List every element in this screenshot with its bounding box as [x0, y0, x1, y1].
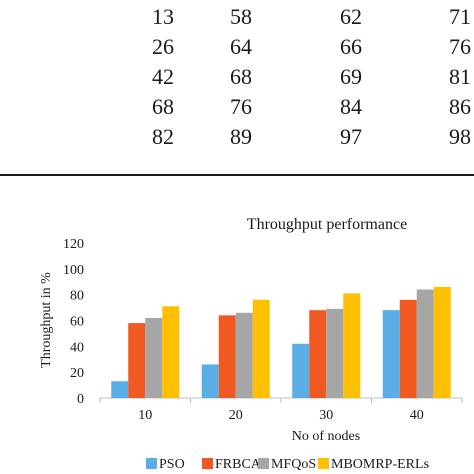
x-tick-labels: 10 20 30 40	[138, 408, 424, 423]
x-tick-label: 40	[410, 408, 424, 423]
table-row: 42 68 69 81	[0, 59, 474, 95]
data-table: 13 58 62 71 26 64 66 76 42 68 69 81 68 7…	[0, 0, 474, 176]
table-row: 68 76 84 86	[0, 89, 474, 125]
bar-frbca	[128, 323, 146, 398]
bar-mbomrp-erls	[162, 306, 180, 398]
table-cell: 86	[449, 94, 471, 119]
table-cell: 76	[449, 34, 471, 59]
legend-swatch	[146, 458, 157, 469]
legend-label: PSO	[159, 457, 185, 472]
table-cell: 81	[449, 64, 471, 89]
table-cell: 26	[152, 34, 174, 59]
legend-swatch	[318, 458, 329, 469]
bar-mfqos	[145, 317, 163, 398]
bar-mfqos	[326, 308, 344, 398]
x-tick-marks	[99, 398, 463, 403]
y-tick-labels: 0 20 40 60 80 100 120	[63, 237, 84, 407]
table-cell: 66	[340, 34, 362, 59]
bar-pso	[382, 310, 400, 398]
legend-swatch	[202, 458, 213, 469]
y-tick-label: 20	[70, 366, 84, 381]
x-axis-label: No of nodes	[292, 429, 360, 444]
table-cell: 58	[230, 4, 252, 29]
table-cell: 68	[230, 64, 252, 89]
y-tick-label: 60	[70, 315, 84, 330]
table-cell: 13	[152, 4, 174, 29]
table-cell: 76	[230, 94, 252, 119]
table-row: 82 89 97 98	[0, 119, 474, 155]
bar-frbca	[309, 310, 327, 398]
table-cell: 68	[152, 94, 174, 119]
table-cell: 71	[449, 4, 471, 29]
y-tick-label: 120	[63, 237, 84, 252]
table-cell: 84	[340, 94, 362, 119]
x-tick-label: 30	[319, 408, 333, 423]
bar-mbomrp-erls	[343, 293, 361, 398]
legend-swatch	[258, 458, 269, 469]
table-cell: 89	[230, 124, 252, 149]
y-tick-label: 0	[77, 392, 84, 407]
legend: PSO FRBCA MFQoS MBOMRP-ERLs	[146, 457, 429, 472]
table-cell: 42	[152, 64, 174, 89]
table-cell: 97	[340, 124, 362, 149]
bar-mfqos	[416, 289, 434, 398]
bar-frbca	[218, 315, 236, 398]
bar-frbca	[399, 299, 417, 398]
legend-label: MBOMRP-ERLs	[331, 457, 429, 472]
bar-pso	[111, 381, 129, 398]
y-tick-label: 100	[63, 263, 84, 278]
bar-mfqos	[235, 312, 253, 398]
table-cell: 82	[152, 124, 174, 149]
bar-mbomrp-erls	[252, 299, 270, 398]
x-tick-label: 20	[229, 408, 243, 423]
table-cell: 62	[340, 4, 362, 29]
table-row: 26 64 66 76	[0, 29, 474, 65]
y-axis-label: Throughput in %	[39, 272, 54, 368]
table-cell: 98	[449, 124, 471, 149]
table-cell: 69	[340, 64, 362, 89]
bar-mbomrp-erls	[433, 286, 451, 398]
bar-pso	[201, 364, 219, 398]
y-tick-label: 40	[70, 340, 84, 355]
chart-title: Throughput performance	[247, 216, 407, 233]
legend-label: MFQoS	[271, 457, 316, 472]
x-tick-label: 10	[138, 408, 152, 423]
throughput-chart: Throughput performance Throughput in % N…	[39, 216, 463, 472]
table-cell: 64	[230, 34, 252, 59]
legend-label: FRBCA	[215, 457, 262, 472]
bar-series	[111, 286, 451, 398]
y-tick-label: 80	[70, 289, 84, 304]
table-bottom-rule	[0, 174, 474, 176]
bar-pso	[292, 343, 310, 398]
table-row: 13 58 62 71	[0, 0, 474, 35]
